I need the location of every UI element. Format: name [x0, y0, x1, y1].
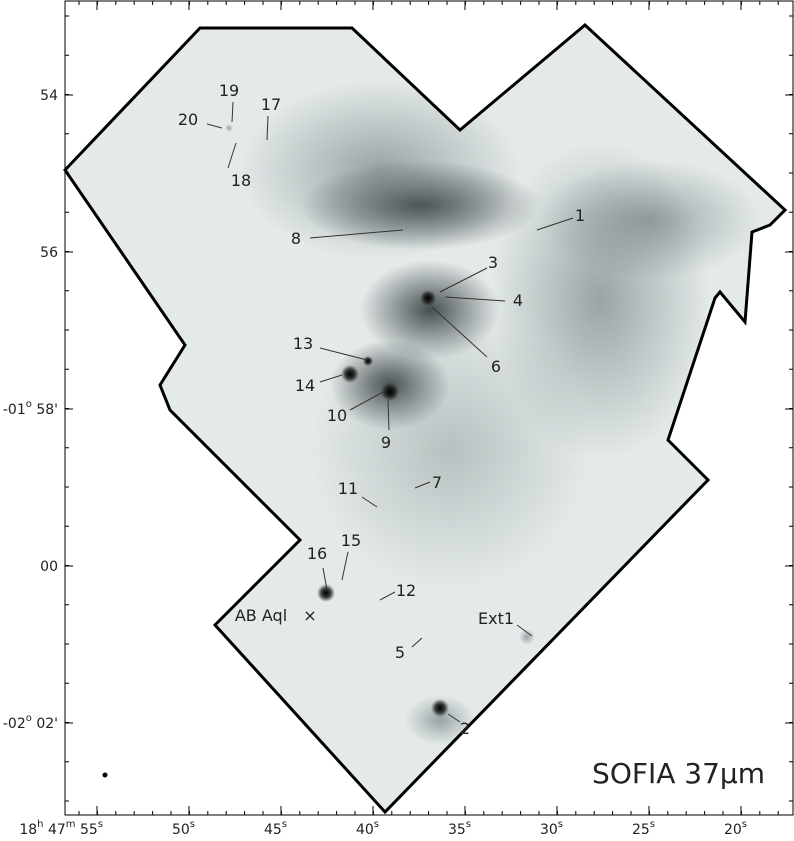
source-label: 18: [231, 171, 251, 190]
source-label: 10: [327, 406, 347, 425]
leader-line: [444, 296, 506, 302]
source-label: 11: [338, 479, 358, 498]
x-tick-label-part: s: [98, 819, 103, 830]
x-tick-label-part: s: [282, 819, 287, 830]
x-tick-label: 18h 47m 55s: [19, 819, 103, 837]
source-label: 8: [291, 229, 301, 248]
x-tick-label-part: m: [66, 819, 76, 830]
ab-aql-label: AB Aql: [235, 606, 287, 625]
leader-line: [227, 142, 237, 169]
x-tick-label-part: s: [742, 819, 747, 830]
leader-line: [439, 267, 488, 293]
y-tick-label-part: 58': [32, 402, 58, 418]
image: [63, 23, 788, 815]
x-tick-label-part: 47: [44, 822, 66, 837]
x-tick-label: 30s: [540, 819, 563, 837]
y-tick-label: 00: [40, 559, 58, 575]
x-tick-label: 25s: [632, 819, 655, 837]
source-label: 3: [488, 253, 498, 272]
leader-line: [319, 374, 343, 383]
x-tick-label: 20s: [724, 819, 747, 837]
leader-line: [447, 713, 461, 723]
x-tick-label-part: s: [558, 819, 563, 830]
leader-line: [379, 591, 396, 601]
ext1-label: Ext1: [478, 609, 514, 628]
leader-line: [361, 496, 378, 508]
x-tick-label-part: 50: [172, 822, 190, 837]
x-tick-label-part: s: [466, 819, 471, 830]
source-label: 20: [178, 110, 198, 129]
x-tick-label-part: 35: [448, 822, 466, 837]
x-tick-label: 35s: [448, 819, 471, 837]
source-label: 2: [460, 719, 470, 738]
x-tick-label-part: 55: [76, 822, 98, 837]
x-tick-label-part: 18: [19, 822, 37, 837]
source-label: 12: [396, 581, 416, 600]
x-tick-label-part: 30: [540, 822, 558, 837]
y-tick-label-part: -02: [3, 716, 26, 732]
leader-line: [516, 624, 533, 637]
source-label: 14: [295, 376, 315, 395]
y-tick-label: -02o 02': [3, 713, 58, 732]
source-label: 15: [341, 531, 361, 550]
leader-line: [411, 637, 423, 648]
ab-aql-marker: ×: [303, 606, 316, 625]
source-label: 6: [491, 357, 501, 376]
y-tick-label-part: o: [26, 713, 32, 724]
x-tick-label: 45s: [264, 819, 287, 837]
x-tick-label-part: s: [374, 819, 379, 830]
leader-line: [206, 123, 223, 129]
source-label: 16: [307, 544, 327, 563]
x-tick-label-part: 20: [724, 822, 742, 837]
source-label: 17: [261, 95, 281, 114]
leader-line: [536, 217, 574, 231]
y-tick-label-part: 54: [40, 88, 58, 104]
leader-line: [349, 391, 384, 411]
leader-line: [319, 347, 368, 361]
leader-line: [387, 399, 390, 431]
x-tick-label-part: 40: [356, 822, 374, 837]
y-tick-label: 54: [40, 88, 58, 104]
x-tick-label-part: s: [650, 819, 655, 830]
leader-line: [414, 481, 431, 489]
source-label: 7: [432, 473, 442, 492]
x-tick-label-part: 45: [264, 822, 282, 837]
y-tick-label-part: 02': [32, 716, 58, 732]
source-label: 19: [219, 81, 239, 100]
leader-line: [431, 306, 488, 358]
leader-line: [266, 115, 269, 141]
source-label: 5: [395, 643, 405, 662]
y-tick-label-part: o: [26, 399, 32, 410]
source-label: 9: [381, 433, 391, 452]
y-tick-label: 56: [40, 245, 58, 261]
beam: [102, 772, 108, 778]
leader-line: [341, 551, 349, 581]
y-tick-label-part: 56: [40, 245, 58, 261]
leader-line: [231, 101, 234, 123]
leader-line: [309, 229, 404, 239]
x-tick-label-part: h: [37, 819, 43, 830]
source-label: 4: [513, 291, 523, 310]
y-tick-label: -01o 58': [3, 399, 58, 418]
x-tick-label: 50s: [172, 819, 195, 837]
leader-line: [322, 567, 328, 591]
x-tick-label-part: 25: [632, 822, 650, 837]
x-tick-label: 40s: [356, 819, 379, 837]
caption: SOFIA 37μm: [592, 757, 765, 790]
source-label: 13: [293, 334, 313, 353]
x-tick-label-part: s: [190, 819, 195, 830]
y-tick-label-part: 00: [40, 559, 58, 575]
source-label: 1: [575, 206, 585, 225]
y-tick-label-part: -01: [3, 402, 26, 418]
